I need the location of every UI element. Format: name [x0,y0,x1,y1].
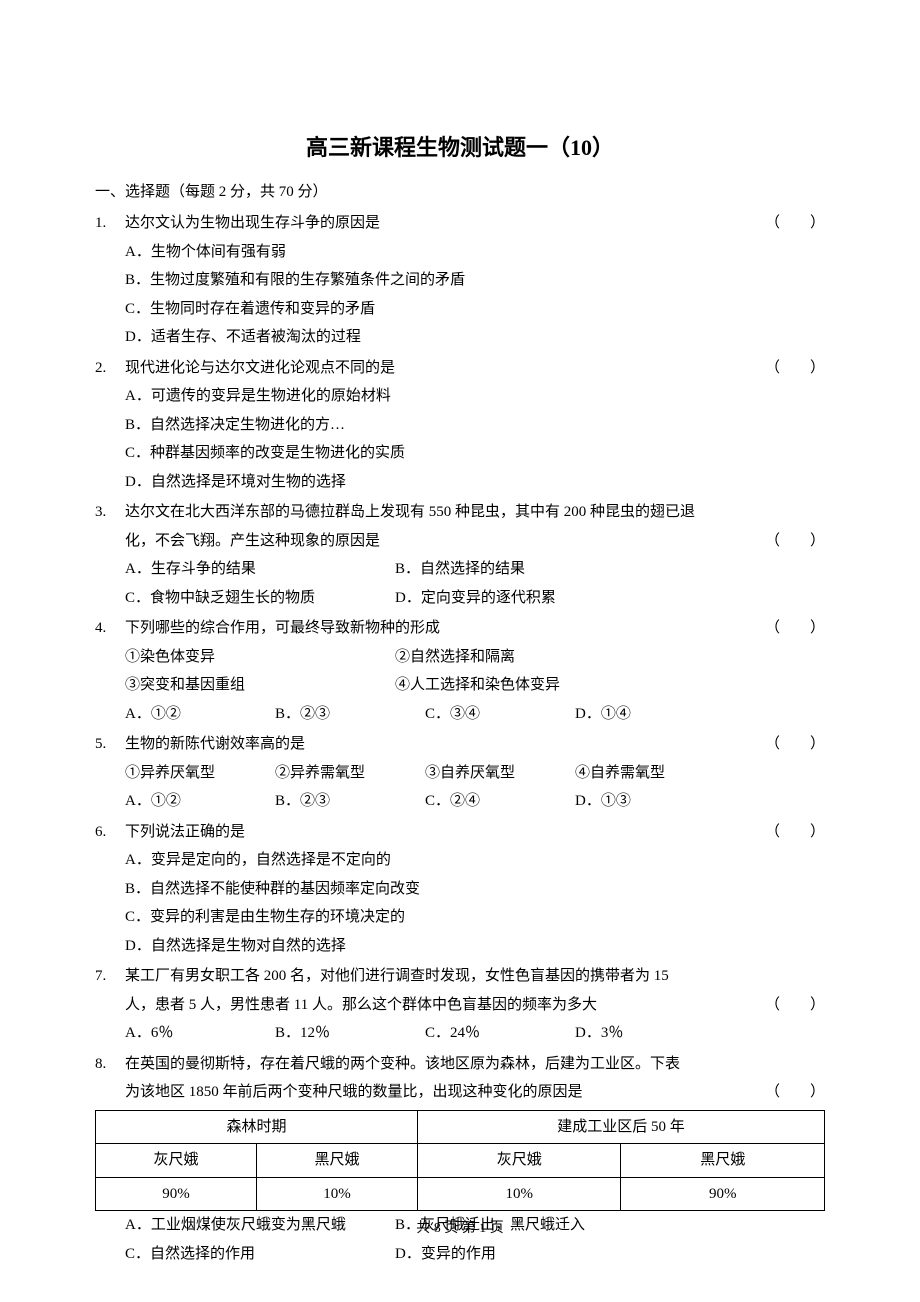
q5-choice-c: C．②④ [425,787,575,816]
q4-sub2: ②自然选择和隔离 [395,643,515,672]
table-cell: 90% [621,1177,825,1211]
table-cell: 10% [257,1177,418,1211]
q5-sub1: ①异养厌氧型 [125,759,275,788]
q1-opt-d: D．适者生存、不适者被淘汰的过程 [95,323,825,352]
q4-choice-b: B．②③ [275,700,425,729]
q1-num: 1. [95,209,125,238]
q7-choice-d: D．3％ [575,1019,825,1048]
q3-paren: （ ） [765,527,825,556]
page-title: 高三新课程生物测试题一（10） [95,130,825,162]
q5-stem: 生物的新陈代谢效率高的是 [125,730,755,759]
q4-choice-d: D．①④ [575,700,825,729]
table-row: 森林时期 建成工业区后 50 年 [96,1110,825,1144]
q3-num: 3. [95,498,125,527]
q1-opt-b: B．生物过度繁殖和有限的生存繁殖条件之间的矛盾 [95,266,825,295]
q8-stem2: 为该地区 1850 年前后两个变种尺蛾的数量比，出现这种变化的原因是 [125,1078,755,1107]
q3-stem1: 达尔文在北大西洋东部的马德拉群岛上发现有 550 种昆虫，其中有 200 种昆虫… [125,498,825,527]
table-header-1: 森林时期 [96,1110,418,1144]
q4-choice-c: C．③④ [425,700,575,729]
question-4: 4. 下列哪些的综合作用，可最终导致新物种的形成 （ ） ①染色体变异 ②自然选… [95,614,825,728]
q5-sub2: ②异养需氧型 [275,759,425,788]
q5-choice-a: A．①② [125,787,275,816]
question-6: 6. 下列说法正确的是 （ ） A．变异是定向的，自然选择是不定向的 B．自然选… [95,818,825,961]
q3-opt-a: A．生存斗争的结果 [125,555,395,584]
q1-stem: 达尔文认为生物出现生存斗争的原因是 [125,209,755,238]
q4-choice-a: A．①② [125,700,275,729]
q5-paren: （ ） [765,730,825,759]
q4-sub3: ③突变和基因重组 [125,671,395,700]
q2-opt-b: B．自然选择决定生物进化的方… [95,411,825,440]
q2-opt-c: C．种群基因频率的改变是生物进化的实质 [95,439,825,468]
question-3: 3. 达尔文在北大西洋东部的马德拉群岛上发现有 550 种昆虫，其中有 200 … [95,498,825,612]
page-footer: 共 8 页 第 1 页 [0,1217,920,1237]
q5-choice-b: B．②③ [275,787,425,816]
section-header: 一、选择题（每题 2 分，共 70 分） [95,180,825,201]
q2-stem: 现代进化论与达尔文进化论观点不同的是 [125,354,755,383]
question-5: 5. 生物的新陈代谢效率高的是 （ ） ①异养厌氧型 ②异养需氧型 ③自养厌氧型… [95,730,825,816]
q6-num: 6. [95,818,125,847]
q1-opt-c: C．生物同时存在着遗传和变异的矛盾 [95,295,825,324]
q8-opt-d: D．变异的作用 [395,1240,825,1269]
question-2: 2. 现代进化论与达尔文进化论观点不同的是 （ ） A．可遗传的变异是生物进化的… [95,354,825,497]
q7-stem1: 某工厂有男女职工各 200 名，对他们进行调查时发现，女性色盲基因的携带者为 1… [125,962,825,991]
q7-choice-c: C．24％ [425,1019,575,1048]
q2-opt-d: D．自然选择是环境对生物的选择 [95,468,825,497]
q6-opt-a: A．变异是定向的，自然选择是不定向的 [95,846,825,875]
table-cell: 黑尺娥 [257,1144,418,1178]
q5-num: 5. [95,730,125,759]
table-cell: 黑尺娥 [621,1144,825,1178]
q7-stem2: 人，患者 5 人，男性患者 11 人。那么这个群体中色盲基因的频率为多大 [125,991,755,1020]
table-cell: 10% [418,1177,621,1211]
q2-num: 2. [95,354,125,383]
q6-opt-b: B．自然选择不能使种群的基因频率定向改变 [95,875,825,904]
q3-opt-d: D．定向变异的逐代积累 [395,584,825,613]
q4-paren: （ ） [765,614,825,643]
q5-choice-d: D．①③ [575,787,825,816]
q2-opt-a: A．可遗传的变异是生物进化的原始材料 [95,382,825,411]
q6-opt-c: C．变异的利害是由生物生存的环境决定的 [95,903,825,932]
table-row: 灰尺娥 黑尺娥 灰尺娥 黑尺娥 [96,1144,825,1178]
q7-paren: （ ） [765,991,825,1020]
table-cell: 90% [96,1177,257,1211]
q5-sub3: ③自养厌氧型 [425,759,575,788]
table-row: 90% 10% 10% 90% [96,1177,825,1211]
q3-stem2: 化，不会飞翔。产生这种现象的原因是 [125,527,755,556]
q5-sub4: ④自养需氧型 [575,759,665,788]
q3-opt-c: C．食物中缺乏翅生长的物质 [125,584,395,613]
table-header-2: 建成工业区后 50 年 [418,1110,825,1144]
q7-num: 7. [95,962,125,991]
q4-sub1: ①染色体变异 [125,643,395,672]
q4-stem: 下列哪些的综合作用，可最终导致新物种的形成 [125,614,755,643]
q8-num: 8. [95,1050,125,1079]
q8-opt-c: C．自然选择的作用 [125,1240,395,1269]
q8-table: 森林时期 建成工业区后 50 年 灰尺娥 黑尺娥 灰尺娥 黑尺娥 90% 10%… [95,1110,825,1212]
q1-opt-a: A．生物个体间有强有弱 [95,238,825,267]
q6-stem: 下列说法正确的是 [125,818,755,847]
q4-num: 4. [95,614,125,643]
q3-opt-b: B．自然选择的结果 [395,555,825,584]
q6-paren: （ ） [765,818,825,847]
q8-stem1: 在英国的曼彻斯特，存在着尺蛾的两个变种。该地区原为森林，后建为工业区。下表 [125,1050,825,1079]
question-7: 7. 某工厂有男女职工各 200 名，对他们进行调查时发现，女性色盲基因的携带者… [95,962,825,1048]
q7-choice-b: B．12％ [275,1019,425,1048]
table-cell: 灰尺娥 [418,1144,621,1178]
q1-paren: （ ） [765,209,825,238]
q8-paren: （ ） [765,1078,825,1107]
q7-choice-a: A．6％ [125,1019,275,1048]
q4-sub4: ④人工选择和染色体变异 [395,671,560,700]
q2-paren: （ ） [765,354,825,383]
q6-opt-d: D．自然选择是生物对自然的选择 [95,932,825,961]
table-cell: 灰尺娥 [96,1144,257,1178]
question-1: 1. 达尔文认为生物出现生存斗争的原因是 （ ） A．生物个体间有强有弱 B．生… [95,209,825,352]
